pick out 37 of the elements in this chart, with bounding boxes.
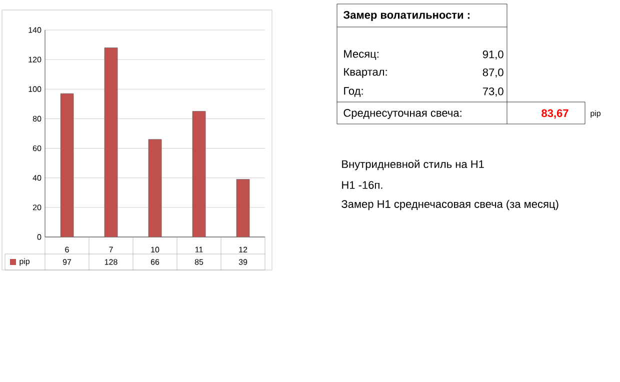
text: Замер H1 среднечасовая свеча (за месяц) xyxy=(342,200,558,210)
y-tick-label: 120 xyxy=(28,56,42,62)
text: 83,67 xyxy=(542,109,568,119)
text: Среднесуточная свеча: xyxy=(344,109,462,119)
x-tick-label: 6 xyxy=(65,246,69,252)
text: 87,0 xyxy=(482,68,504,78)
x-tick-label: 11 xyxy=(195,246,203,252)
x-tick-label: 12 xyxy=(239,246,248,252)
y-tick-label: 60 xyxy=(32,145,42,152)
bar xyxy=(60,93,74,237)
y-tick-label: 100 xyxy=(28,86,42,92)
text: Замер волатильности : xyxy=(343,11,470,21)
y-tick-label: 40 xyxy=(32,175,42,181)
text: 39 xyxy=(238,259,248,265)
text: 73,0 xyxy=(482,87,504,97)
text: Год: xyxy=(344,87,363,97)
text: H1 -16п. xyxy=(342,181,382,189)
legend-label: pip xyxy=(20,258,30,266)
text: pip xyxy=(590,110,601,118)
x-tick-label: 10 xyxy=(151,246,160,252)
text: 128 xyxy=(104,259,118,265)
y-tick-label: 140 xyxy=(28,27,42,33)
text: 66 xyxy=(150,259,160,265)
bar xyxy=(236,179,250,237)
bar xyxy=(148,139,162,237)
text: 97 xyxy=(62,259,72,265)
text: Внутридневной стиль на H1 xyxy=(342,160,484,170)
bar xyxy=(104,48,118,237)
bar xyxy=(192,111,206,237)
text: 85 xyxy=(194,259,204,265)
y-tick-label: 20 xyxy=(32,204,42,210)
y-tick-label: 80 xyxy=(32,116,42,122)
text: Месяц: xyxy=(344,50,378,60)
x-tick-label: 7 xyxy=(109,246,113,252)
text: 91,0 xyxy=(482,50,504,60)
y-tick-label: 0 xyxy=(37,234,42,240)
text: Квартал: xyxy=(344,68,387,78)
